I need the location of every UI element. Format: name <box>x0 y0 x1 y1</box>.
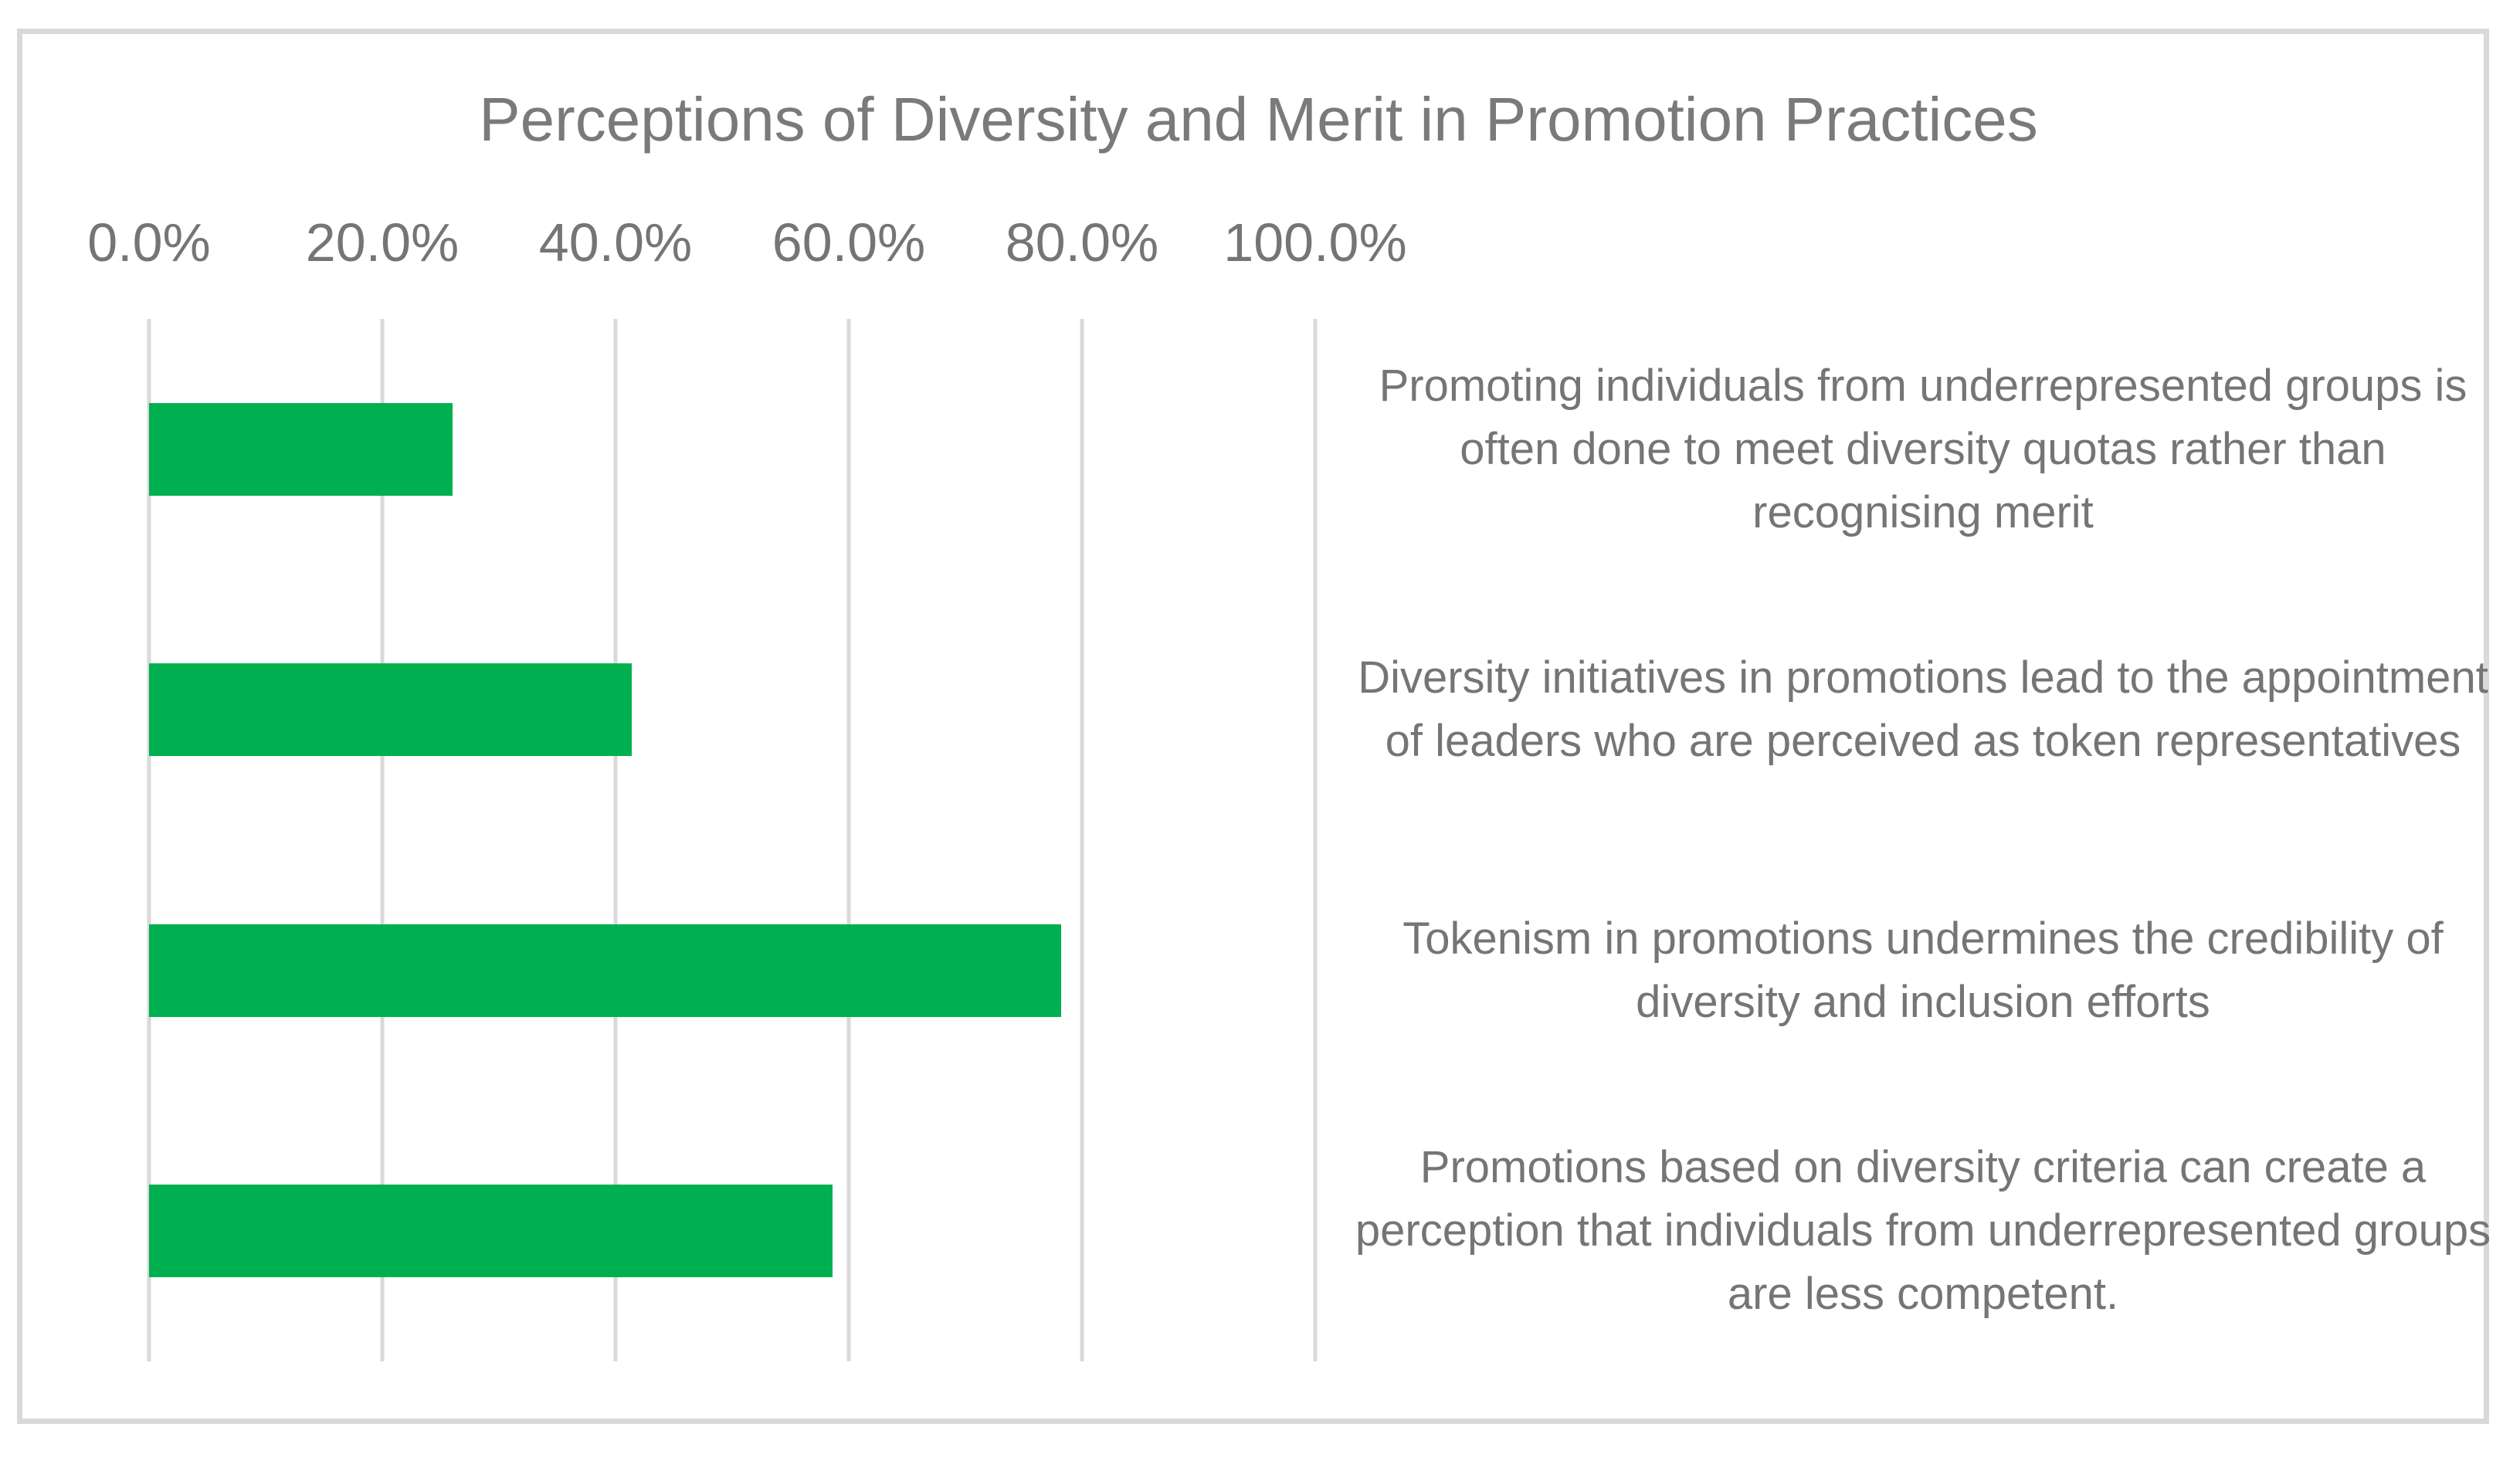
x-axis-tick-label: 20.0% <box>305 212 460 273</box>
category-label: Promoting individuals from underrepresen… <box>1379 360 2467 537</box>
bar-series-row-4 <box>149 1185 833 1278</box>
x-axis-tick-label: 80.0% <box>1005 212 1159 273</box>
category-label: Promotions based on diversity criteria c… <box>1355 1142 2491 1320</box>
bar-series-row-2 <box>149 663 633 757</box>
category-label: Diversity initiatives in promotions lead… <box>1358 653 2488 767</box>
bar-series-row-3 <box>149 924 1061 1017</box>
x-axis-tick-label: 60.0% <box>772 212 926 273</box>
chart-title: Perceptions of Diversity and Merit in Pr… <box>479 85 2038 154</box>
gridline-60.0% <box>846 319 851 1361</box>
gridline-0.0% <box>147 319 151 1361</box>
category-label: Tokenism in promotions undermines the cr… <box>1402 913 2444 1027</box>
plot-area <box>147 319 1318 1361</box>
x-axis-tick-label: 0.0% <box>87 212 211 273</box>
gridline-100.0% <box>1313 319 1318 1361</box>
x-axis-tick-label: 100.0% <box>1223 212 1407 273</box>
gridline-40.0% <box>613 319 618 1361</box>
bar-series-row-1 <box>149 402 453 496</box>
gridline-20.0% <box>380 319 385 1361</box>
gridline-80.0% <box>1080 319 1084 1361</box>
x-axis-tick-label: 40.0% <box>538 212 693 273</box>
